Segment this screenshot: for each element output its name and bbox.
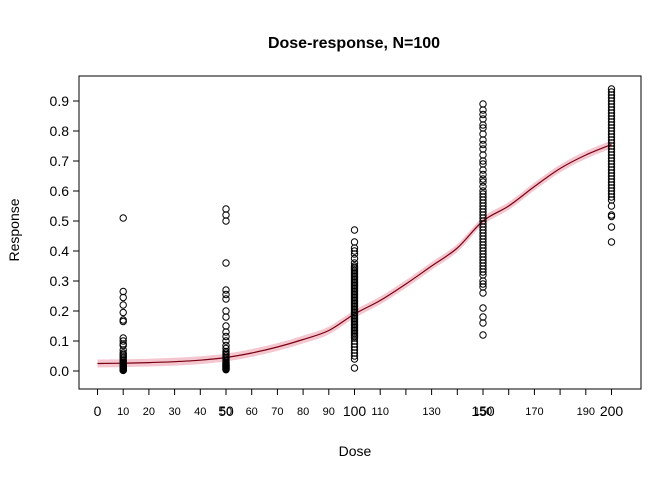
x-tick-label-major: 100 (343, 403, 367, 419)
data-point (350, 254, 359, 263)
chart-title: Dose-response, N=100 (268, 35, 440, 52)
data-point (479, 331, 487, 339)
x-tick-label-major: 0 (94, 403, 102, 419)
y-tick-label: 0.6 (50, 183, 70, 199)
x-axis-label: Dose (339, 443, 372, 459)
data-point (607, 238, 616, 246)
data-point (479, 130, 487, 138)
data-point (479, 280, 487, 288)
data-point (479, 145, 487, 153)
x-tick-label-minor: 80 (297, 406, 309, 418)
data-point (222, 211, 230, 219)
y-tick-label: 0.7 (50, 153, 70, 169)
data-point (479, 106, 487, 114)
y-tick-label: 0.3 (50, 273, 70, 289)
data-point (350, 247, 359, 255)
x-tick-label-minor: 130 (422, 406, 440, 418)
data-point (119, 366, 127, 375)
data-point (119, 317, 127, 326)
data-point (479, 175, 487, 183)
data-point (479, 313, 487, 321)
x-tick-label-minor: 110 (371, 406, 389, 418)
data-point (479, 178, 487, 186)
data-point (479, 289, 487, 297)
y-axis-label: Response (6, 198, 22, 261)
data-point (222, 366, 230, 374)
data-point (350, 352, 359, 360)
data-point (479, 182, 487, 191)
data-point (607, 223, 616, 231)
data-point (350, 364, 359, 372)
x-tick-label-major: 50 (218, 403, 234, 419)
data-point (350, 238, 359, 246)
x-tick-label-minor: 60 (246, 406, 258, 418)
data-point (479, 140, 487, 149)
data-point (119, 293, 127, 302)
x-tick-label-minor: 30 (168, 406, 180, 418)
data-point (350, 355, 359, 363)
data-point (350, 226, 359, 234)
data-point (222, 217, 230, 225)
x-tick-label-major: 200 (600, 403, 624, 419)
y-tick-label: 0.2 (50, 303, 70, 319)
y-tick-label: 0.9 (50, 93, 70, 109)
data-point (222, 205, 230, 213)
data-point (607, 202, 616, 210)
data-point (119, 287, 127, 296)
y-tick-label: 0.5 (50, 213, 70, 229)
data-point (119, 341, 127, 350)
x-tick-label-minor: 170 (525, 406, 543, 418)
x-tick-label-major: 150 (471, 403, 495, 419)
y-tick-label: 0.1 (50, 333, 70, 349)
data-point (222, 313, 230, 321)
y-tick-label: 0.0 (50, 363, 70, 379)
data-point (222, 286, 230, 294)
x-tick-label-minor: 190 (577, 406, 595, 418)
x-tick-label-minor: 40 (194, 406, 206, 418)
data-point (479, 157, 487, 165)
data-point (119, 337, 127, 345)
y-axis: 0.0 0.1 0.2 0.3 0.4 0.5 0.6 0.7 0.8 0.9 (50, 93, 79, 379)
x-tick-label-minor: 150 (474, 406, 492, 418)
data-point (479, 166, 487, 174)
data-point (222, 307, 230, 315)
data-point (479, 319, 487, 327)
data-point (479, 100, 487, 108)
x-tick-label-minor: 10 (117, 406, 129, 418)
data-point (607, 211, 616, 219)
data-point (479, 115, 487, 123)
data-point (222, 322, 230, 330)
data-point (607, 212, 616, 221)
x-tick-label-minor: 20 (143, 406, 155, 418)
y-tick-label: 0.4 (50, 243, 70, 259)
scatter-points-layer (119, 85, 616, 375)
data-point (222, 337, 230, 345)
x-tick-label-minor: 70 (271, 406, 283, 418)
data-point (119, 308, 127, 317)
data-point (479, 136, 487, 144)
data-point (479, 110, 487, 119)
data-point (222, 332, 230, 341)
x-tick-label-minor: 90 (323, 406, 335, 418)
data-point (222, 290, 230, 299)
data-point (119, 316, 127, 324)
x-tick-label-minor: 50 (220, 406, 232, 418)
data-point (222, 328, 230, 336)
data-point (607, 193, 616, 201)
data-point (119, 214, 127, 222)
data-point (479, 151, 487, 159)
data-point (222, 259, 230, 267)
plot-frame (78, 75, 642, 390)
data-point (350, 250, 359, 258)
data-point (119, 301, 127, 309)
data-point (479, 170, 487, 179)
data-point (479, 304, 487, 312)
y-tick-label: 0.8 (50, 123, 70, 139)
data-point (479, 268, 487, 276)
data-point (222, 295, 230, 303)
data-point (479, 121, 487, 129)
